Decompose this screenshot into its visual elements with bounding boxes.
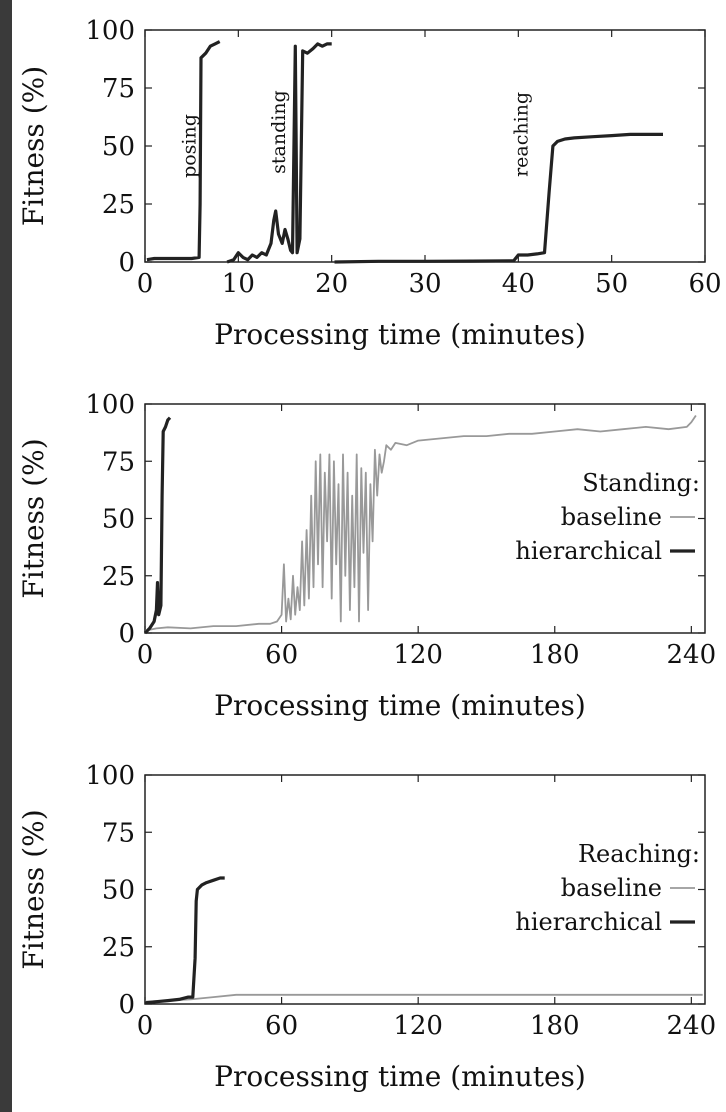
y-tick-label: 100 (85, 761, 135, 791)
series-line-baseline (144, 993, 703, 1003)
legend-label-baseline: baseline (561, 874, 662, 902)
x-tick-label: 20 (315, 269, 348, 299)
y-tick-label: 50 (102, 132, 135, 162)
chart-2: 0 60 120 180 240 0 25 50 75 100 Processing time (m… (17, 390, 716, 722)
annotation-standing: standing (268, 90, 290, 174)
series-line-reaching (334, 132, 663, 264)
annotation-reaching: reaching (511, 92, 533, 177)
x-tick-label: 60 (265, 640, 298, 670)
y-axis-title: Fitness (%) (17, 66, 50, 226)
series-line-standing (226, 42, 332, 264)
x-tick-label: 120 (393, 1011, 443, 1041)
x-tick-label: 180 (530, 640, 580, 670)
y-tick-label: 0 (118, 619, 135, 649)
series-line-hierarchical (144, 876, 225, 1005)
x-axis-title: Processing time (minutes) (214, 689, 586, 722)
x-tick-label: 60 (688, 269, 721, 299)
x-tick-label: 0 (137, 269, 154, 299)
legend-title: Reaching: (578, 840, 700, 868)
y-tick-label: 75 (102, 447, 135, 477)
series-line-posing (146, 40, 221, 262)
x-axis-title: Processing time (minutes) (214, 1060, 586, 1093)
plot-frame (144, 29, 706, 263)
y-tick-label: 25 (102, 933, 135, 963)
x-tick-label: 180 (530, 1011, 580, 1041)
x-tick-label: 30 (408, 269, 441, 299)
y-tick-label: 25 (102, 562, 135, 592)
x-tick-label: 240 (667, 640, 717, 670)
x-axis-title: Processing time (minutes) (214, 318, 586, 351)
x-tick-label: 240 (667, 1011, 717, 1041)
series-line-baseline (144, 414, 697, 632)
series-line-hierarchical (143, 416, 172, 635)
legend-label-hierarchical: hierarchical (515, 908, 662, 936)
y-tick-label: 50 (102, 505, 135, 535)
y-tick-label: 100 (85, 390, 135, 420)
annotation-posing: posing (178, 114, 200, 178)
x-tick-label: 60 (265, 1011, 298, 1041)
x-tick-label: 0 (137, 1011, 154, 1041)
x-tick-label: 0 (137, 640, 154, 670)
y-tick-label: 50 (102, 876, 135, 906)
y-tick-label: 75 (102, 818, 135, 848)
y-axis-title: Fitness (%) (17, 809, 50, 969)
y-tick-label: 75 (102, 74, 135, 104)
chart-1: 0 10 20 30 40 50 60 0 25 50 75 100 Processing time (… (17, 16, 722, 351)
x-tick-label: 120 (393, 640, 443, 670)
x-tick-label: 10 (222, 269, 255, 299)
y-axis-title: Fitness (%) (17, 438, 50, 598)
y-tick-label: 100 (85, 16, 135, 46)
y-tick-label: 0 (118, 990, 135, 1020)
legend-label-baseline: baseline (561, 503, 662, 531)
legend-label-hierarchical: hierarchical (515, 537, 662, 565)
chart-3: 0 60 120 180 240 0 25 50 75 100 Processing time (m… (17, 761, 716, 1093)
legend-title: Standing: (582, 469, 700, 497)
y-tick-label: 0 (118, 248, 135, 278)
y-tick-label: 25 (102, 190, 135, 220)
x-tick-label: 40 (502, 269, 535, 299)
x-tick-label: 50 (595, 269, 628, 299)
